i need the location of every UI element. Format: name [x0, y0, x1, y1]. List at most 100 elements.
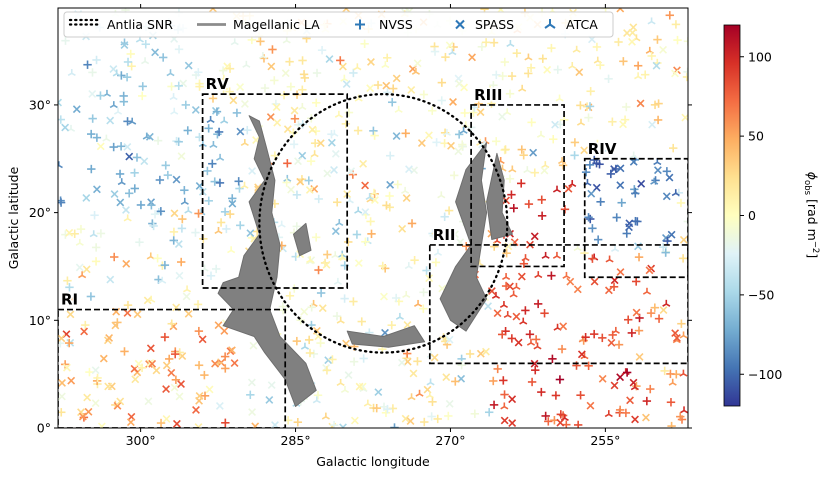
source-marker-nvss [123, 117, 132, 126]
source-marker-spass [327, 138, 336, 147]
source-marker-spass [236, 127, 245, 136]
source-marker-atca [593, 139, 602, 147]
source-marker-nvss [246, 390, 255, 400]
source-marker-spass [82, 193, 91, 202]
source-marker-nvss [484, 408, 494, 417]
source-marker-atca [611, 326, 620, 334]
source-marker-atca [603, 145, 612, 153]
source-marker-nvss [357, 317, 366, 326]
source-marker-nvss [215, 178, 225, 188]
source-marker-nvss [314, 265, 323, 275]
source-marker-spass [482, 347, 490, 356]
source-marker-spass [122, 259, 131, 268]
source-marker-nvss [589, 329, 599, 339]
source-marker-nvss [489, 38, 499, 47]
source-marker-spass [667, 230, 676, 239]
source-marker-nvss [200, 391, 210, 401]
source-marker-nvss [614, 37, 623, 47]
source-marker-atca [503, 311, 512, 319]
source-marker-nvss [304, 176, 313, 185]
source-marker-atca [184, 206, 193, 214]
source-marker-atca [523, 166, 532, 174]
source-marker-spass [220, 326, 229, 335]
source-marker-nvss [243, 125, 252, 135]
source-marker-nvss [388, 98, 397, 107]
source-marker-nvss [671, 20, 681, 29]
source-marker-spass [637, 179, 646, 188]
source-marker-nvss [646, 308, 656, 318]
source-marker-atca [552, 251, 561, 259]
source-marker-atca [642, 287, 652, 295]
source-marker-spass [653, 166, 662, 175]
source-marker-spass [530, 232, 539, 241]
source-marker-nvss [278, 302, 288, 311]
source-marker-nvss [76, 224, 86, 234]
source-marker-atca [533, 342, 542, 350]
source-marker-nvss [332, 311, 342, 321]
source-marker-nvss [58, 115, 65, 124]
source-marker-nvss [509, 203, 518, 213]
source-marker-atca [353, 63, 362, 71]
source-marker-nvss [216, 218, 226, 227]
source-marker-nvss [541, 411, 550, 421]
source-marker-spass [148, 359, 157, 368]
source-marker-spass [146, 344, 155, 353]
source-marker-nvss [633, 61, 643, 70]
source-marker-spass [281, 69, 290, 78]
source-marker-spass [648, 120, 657, 129]
source-marker-nvss [570, 138, 580, 147]
source-marker-spass [397, 358, 406, 367]
source-marker-spass [556, 418, 565, 427]
source-marker-spass [645, 266, 654, 275]
source-marker-nvss [65, 283, 74, 292]
source-marker-atca [214, 226, 223, 234]
source-marker-atca [500, 402, 509, 410]
source-marker-spass [406, 417, 415, 426]
source-marker-nvss [220, 352, 230, 361]
source-marker-atca [414, 299, 423, 307]
source-marker-nvss [570, 151, 579, 160]
y-axis-label: Galactic latitude [6, 166, 21, 269]
source-marker-spass [342, 80, 351, 89]
source-marker-nvss [428, 106, 437, 115]
source-marker-nvss [388, 84, 398, 93]
source-marker-nvss [91, 243, 101, 252]
source-marker-nvss [194, 361, 204, 370]
source-marker-spass [413, 59, 422, 68]
source-marker-nvss [336, 56, 345, 65]
magellanic-la-clouds [217, 115, 513, 407]
source-marker-nvss [498, 71, 507, 81]
source-marker-nvss [621, 408, 631, 418]
source-marker-nvss [437, 96, 446, 105]
source-marker-atca [541, 161, 550, 169]
source-marker-nvss [83, 60, 92, 69]
source-marker-nvss [622, 368, 632, 377]
source-marker-nvss [382, 53, 392, 63]
source-marker-spass [175, 392, 184, 401]
source-marker-spass [116, 198, 125, 207]
source-marker-nvss [615, 405, 625, 415]
source-marker-nvss [61, 36, 70, 45]
source-marker-nvss [304, 335, 314, 345]
region-label-riii: RIII [474, 86, 502, 104]
source-marker-atca [411, 67, 420, 75]
source-marker-spass [347, 167, 356, 176]
source-marker-spass [162, 385, 170, 393]
source-marker-nvss [88, 114, 97, 123]
source-marker-nvss [576, 391, 585, 400]
source-marker-spass [230, 359, 239, 367]
source-marker-spass [58, 379, 66, 387]
source-marker-spass [361, 181, 370, 190]
source-marker-nvss [314, 194, 323, 204]
source-marker-nvss [236, 221, 245, 230]
source-marker-nvss [156, 207, 166, 216]
source-marker-nvss [584, 113, 593, 122]
source-marker-spass [265, 396, 274, 404]
source-marker-nvss [340, 294, 349, 303]
source-marker-atca [679, 331, 688, 339]
source-marker-nvss [489, 81, 498, 90]
source-marker-nvss [666, 398, 676, 407]
source-marker-spass [99, 354, 108, 363]
source-marker-nvss [191, 228, 200, 237]
